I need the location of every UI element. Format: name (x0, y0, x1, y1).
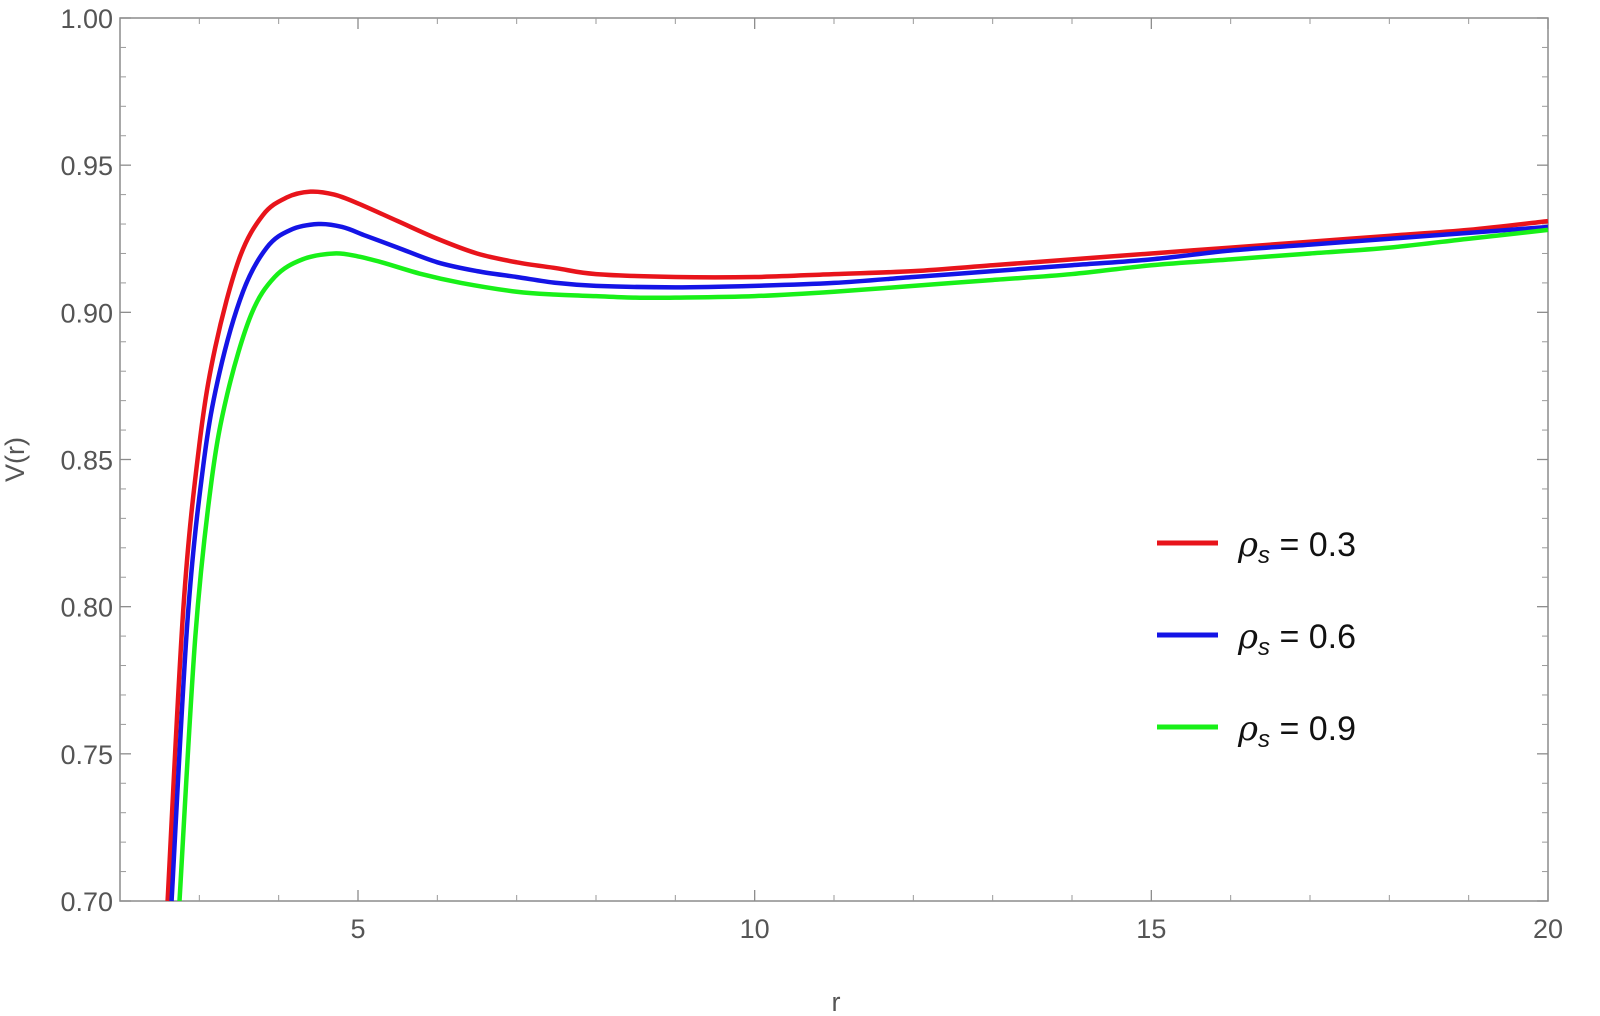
plot-border (119, 17, 1549, 902)
legend-item-2: ρs = 0.6 (1157, 617, 1356, 661)
legend-label: ρs = 0.6 (1237, 617, 1356, 661)
y-tick-label: 0.90 (60, 298, 113, 328)
y-tick-label: 0.95 (60, 151, 113, 181)
x-tick-label: 20 (1533, 914, 1563, 944)
legend: ρs = 0.3 ρs = 0.6 ρs = 0.9 (1157, 525, 1356, 753)
series-line-3 (177, 227, 1549, 902)
y-tick-label: 0.80 (60, 593, 113, 623)
y-axis-label: V(r) (0, 437, 30, 482)
series-line-2 (169, 221, 1549, 902)
x-axis-label: r (832, 987, 841, 1016)
minor-ticks (120, 18, 1548, 901)
legend-item-3: ρs = 0.9 (1157, 709, 1356, 753)
y-tick-label: 0.85 (60, 446, 113, 476)
legend-label: ρs = 0.9 (1237, 709, 1356, 753)
legend-label: ρs = 0.3 (1237, 525, 1356, 569)
plot-frame (119, 17, 1549, 902)
major-ticks (120, 17, 1549, 902)
series-lines (165, 189, 1549, 902)
y-tick-label: 0.75 (60, 740, 113, 770)
x-tick-label: 15 (1136, 914, 1166, 944)
y-tick-label: 0.70 (60, 887, 113, 917)
y-tick-label: 1.00 (60, 4, 113, 34)
series-line-1 (165, 189, 1549, 902)
legend-item-1: ρs = 0.3 (1157, 525, 1356, 569)
x-tick-label: 10 (740, 914, 770, 944)
tick-labels: 5 10 15 20 0.70 0.75 0.80 0.85 0.90 0.95 1.00 (60, 4, 1563, 944)
x-tick-label: 5 (350, 914, 365, 944)
